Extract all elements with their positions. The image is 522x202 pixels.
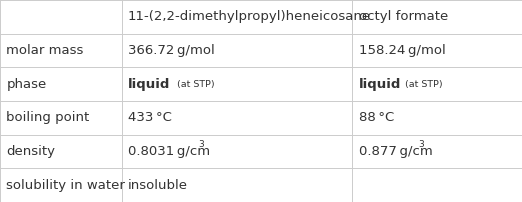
Text: liquid: liquid	[128, 78, 170, 91]
Text: (at STP): (at STP)	[171, 80, 215, 89]
Text: molar mass: molar mass	[6, 44, 84, 57]
Text: 88 °C: 88 °C	[359, 111, 394, 124]
Text: 3: 3	[419, 140, 424, 149]
Text: 3: 3	[198, 140, 204, 149]
Text: phase: phase	[6, 78, 46, 91]
Text: insoluble: insoluble	[128, 179, 188, 192]
Text: 366.72 g/mol: 366.72 g/mol	[128, 44, 215, 57]
Text: 158.24 g/mol: 158.24 g/mol	[359, 44, 445, 57]
Text: 11-(2,2-dimethylpropyl)heneicosane: 11-(2,2-dimethylpropyl)heneicosane	[128, 10, 371, 23]
Text: 0.8031 g/cm: 0.8031 g/cm	[128, 145, 210, 158]
Text: solubility in water: solubility in water	[6, 179, 125, 192]
Text: 433 °C: 433 °C	[128, 111, 172, 124]
Text: (at STP): (at STP)	[399, 80, 443, 89]
Text: octyl formate: octyl formate	[359, 10, 448, 23]
Text: liquid: liquid	[359, 78, 401, 91]
Text: boiling point: boiling point	[6, 111, 89, 124]
Text: 0.877 g/cm: 0.877 g/cm	[359, 145, 432, 158]
Text: density: density	[6, 145, 55, 158]
